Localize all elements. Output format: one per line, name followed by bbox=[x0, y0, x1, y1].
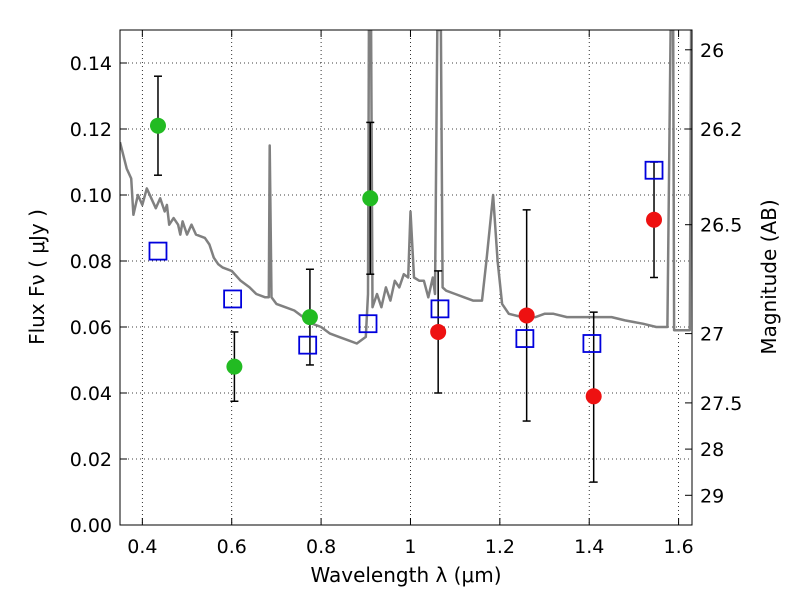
model-square bbox=[430, 299, 450, 319]
y-tick-label: 0.04 bbox=[70, 383, 112, 405]
y-tick-label: 0.10 bbox=[70, 185, 112, 207]
error-bars bbox=[153, 75, 659, 483]
data-point bbox=[149, 117, 166, 134]
data-markers bbox=[148, 117, 664, 405]
right-axis-title: Magnitude (AB) bbox=[757, 199, 781, 354]
data-point bbox=[430, 323, 447, 340]
y-tick-label: 0.06 bbox=[70, 317, 112, 339]
model-square bbox=[148, 241, 168, 261]
model-square bbox=[298, 335, 318, 355]
model-square bbox=[358, 314, 378, 334]
y-tick-label: 0.08 bbox=[70, 251, 112, 273]
axis-ticks: 0.4 0.6 0.8 1 1.2 1.4 1.6 0.00 0.02 0.04 0.06 0.08 0… bbox=[70, 30, 742, 558]
y-tick-label: 0.00 bbox=[70, 515, 112, 537]
right-tick-label: 26 bbox=[700, 40, 724, 62]
model-spectrum-line bbox=[120, 30, 692, 345]
x-tick-label: 0.4 bbox=[127, 536, 157, 558]
data-point bbox=[518, 307, 535, 324]
x-tick-label: 0.6 bbox=[217, 536, 247, 558]
model-square bbox=[223, 289, 243, 309]
plot-frame bbox=[119, 29, 693, 526]
y-axis-title: Flux Fν ( μJy ) bbox=[25, 209, 49, 345]
y-tick-label: 0.12 bbox=[70, 119, 112, 141]
right-tick-label: 28 bbox=[700, 439, 724, 461]
right-tick-label: 26.5 bbox=[700, 215, 742, 237]
grid-lines bbox=[120, 30, 692, 526]
right-tick-label: 27 bbox=[700, 324, 724, 346]
right-tick-label: 26.2 bbox=[700, 119, 742, 141]
model-square bbox=[644, 160, 664, 180]
data-point bbox=[646, 211, 663, 228]
model-square bbox=[582, 334, 602, 353]
y-tick-label: 0.14 bbox=[70, 53, 112, 75]
right-tick-label: 29 bbox=[700, 485, 724, 507]
x-tick-label: 1.4 bbox=[574, 536, 604, 558]
data-point bbox=[362, 190, 379, 207]
data-point bbox=[301, 309, 318, 326]
x-tick-label: 1 bbox=[404, 536, 416, 558]
right-tick-label: 27.5 bbox=[700, 393, 742, 415]
model-spectrum-layer bbox=[120, 30, 692, 345]
x-axis-title: Wavelength λ (μm) bbox=[310, 563, 501, 587]
x-tick-label: 0.8 bbox=[306, 536, 336, 558]
data-point bbox=[585, 388, 602, 405]
x-tick-label: 1.6 bbox=[663, 536, 693, 558]
model-square bbox=[515, 329, 535, 348]
data-point bbox=[226, 358, 243, 375]
x-tick-label: 1.2 bbox=[485, 536, 515, 558]
y-tick-label: 0.02 bbox=[70, 449, 112, 471]
